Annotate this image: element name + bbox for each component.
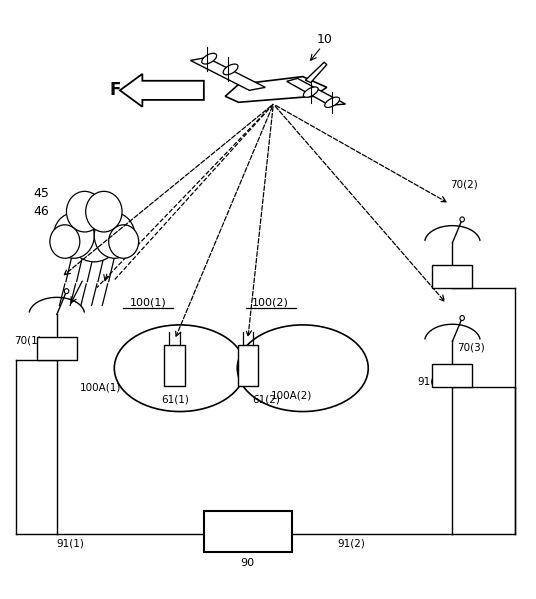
Text: 100A(1): 100A(1) [80,382,121,392]
Circle shape [50,225,80,258]
Circle shape [94,213,135,258]
Text: 基站: 基站 [239,524,256,539]
Ellipse shape [325,97,340,107]
Text: 100(2): 100(2) [252,297,289,307]
Text: 70(1): 70(1) [14,335,42,345]
Circle shape [54,213,94,258]
FancyArrow shape [120,74,204,107]
Ellipse shape [223,64,238,75]
Circle shape [66,199,122,262]
Text: 61(2): 61(2) [252,394,280,404]
Circle shape [86,191,122,232]
Circle shape [64,289,69,294]
Text: 91(1): 91(1) [57,539,85,549]
Text: 70(2): 70(2) [450,180,478,190]
Text: 10: 10 [316,32,332,46]
Text: 45: 45 [34,187,50,199]
Text: 70(3): 70(3) [457,342,485,352]
Text: 90: 90 [241,558,255,568]
FancyBboxPatch shape [37,337,77,360]
FancyBboxPatch shape [237,345,258,386]
Circle shape [66,191,103,232]
Circle shape [109,225,139,258]
Text: 91(3): 91(3) [418,376,445,386]
Circle shape [460,316,464,320]
Polygon shape [225,77,327,102]
FancyBboxPatch shape [165,345,184,386]
FancyBboxPatch shape [433,265,473,288]
Text: 100(1): 100(1) [129,297,166,307]
Circle shape [460,217,464,222]
Ellipse shape [303,87,318,97]
Text: 91(2): 91(2) [338,539,366,549]
Text: 46: 46 [34,205,50,217]
Text: 100A(2): 100A(2) [271,390,312,400]
Polygon shape [306,62,327,83]
FancyBboxPatch shape [433,364,473,387]
Text: 61(1): 61(1) [161,394,189,404]
Polygon shape [287,78,346,105]
Text: F: F [109,81,121,99]
Polygon shape [190,58,265,90]
Ellipse shape [202,53,217,64]
FancyBboxPatch shape [204,511,292,552]
